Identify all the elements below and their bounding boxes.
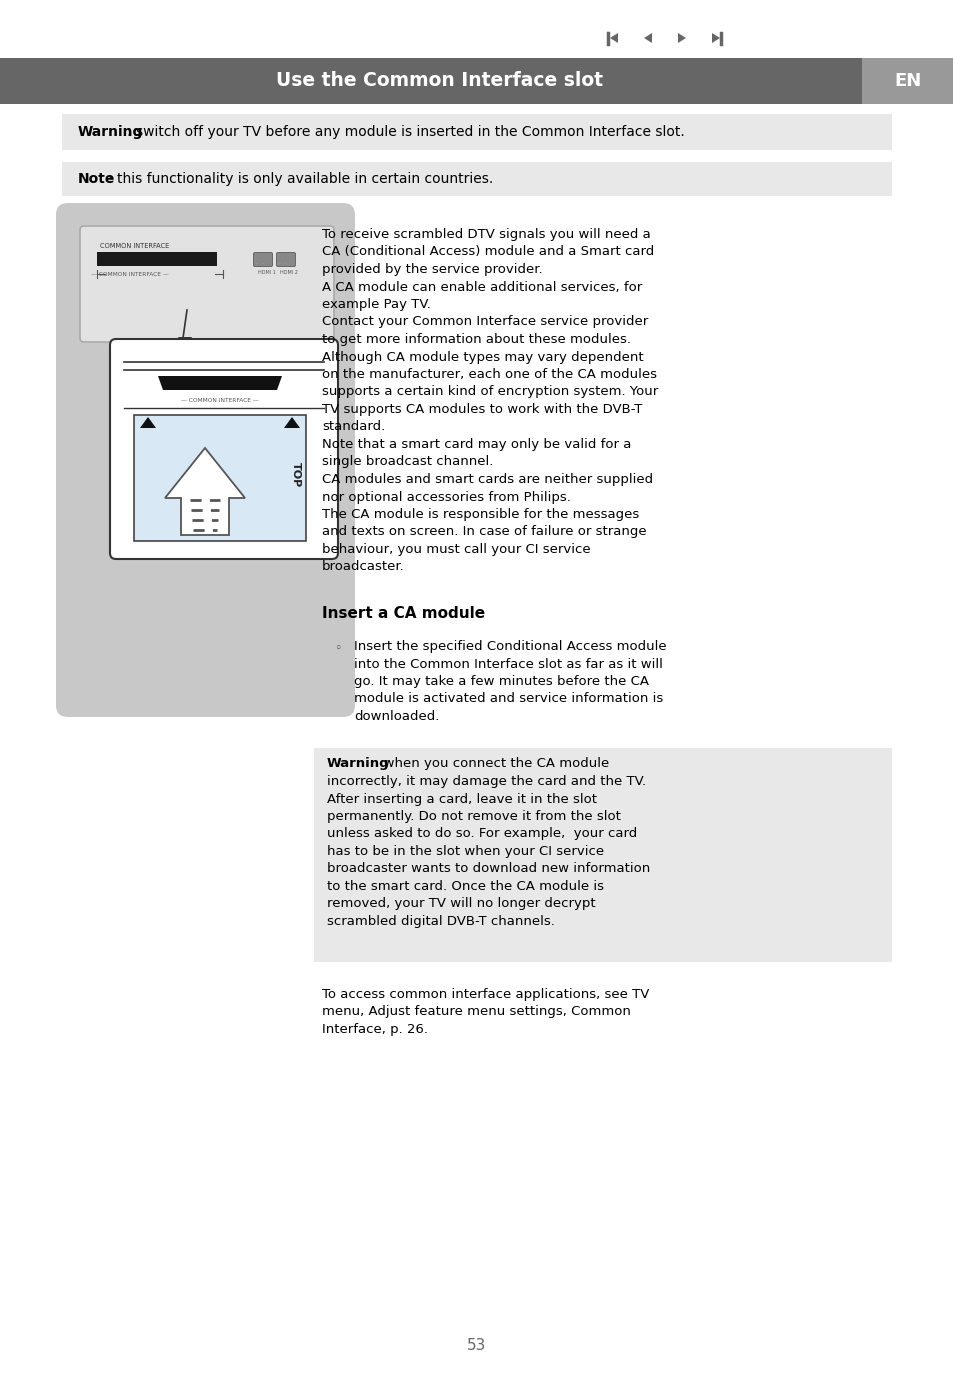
Text: into the Common Interface slot as far as it will: into the Common Interface slot as far as… xyxy=(354,657,662,671)
FancyBboxPatch shape xyxy=(253,252,273,266)
Text: on the manufacturer, each one of the CA modules: on the manufacturer, each one of the CA … xyxy=(322,368,657,380)
Text: TOP: TOP xyxy=(291,463,301,488)
Text: : when you connect the CA module: : when you connect the CA module xyxy=(375,758,609,770)
Polygon shape xyxy=(678,33,685,43)
Text: TV supports CA modules to work with the DVB-T: TV supports CA modules to work with the … xyxy=(322,402,641,416)
FancyBboxPatch shape xyxy=(314,747,891,962)
Text: supports a certain kind of encryption system. Your: supports a certain kind of encryption sy… xyxy=(322,386,658,398)
Polygon shape xyxy=(158,376,282,390)
Text: EN: EN xyxy=(893,72,921,90)
Text: — COMMON INTERFACE —: — COMMON INTERFACE — xyxy=(181,397,258,402)
Text: ◦: ◦ xyxy=(334,642,341,655)
Text: ⌐  ¬: ⌐ ¬ xyxy=(278,262,288,266)
Text: The CA module is responsible for the messages: The CA module is responsible for the mes… xyxy=(322,508,639,521)
Text: scrambled digital DVB-T channels.: scrambled digital DVB-T channels. xyxy=(327,915,555,927)
Polygon shape xyxy=(140,418,156,429)
FancyBboxPatch shape xyxy=(62,163,891,196)
Text: Interface, p. 26.: Interface, p. 26. xyxy=(322,1022,428,1036)
Text: COMMON INTERFACE: COMMON INTERFACE xyxy=(100,243,169,249)
Text: To access common interface applications, see TV: To access common interface applications,… xyxy=(322,988,649,1000)
Polygon shape xyxy=(711,33,720,43)
Text: has to be in the slot when your CI service: has to be in the slot when your CI servi… xyxy=(327,845,603,858)
Text: example Pay TV.: example Pay TV. xyxy=(322,298,431,311)
FancyBboxPatch shape xyxy=(97,252,216,266)
Text: Warning: Warning xyxy=(78,125,143,139)
FancyBboxPatch shape xyxy=(56,203,355,717)
FancyBboxPatch shape xyxy=(80,226,334,342)
Text: HDMI 2: HDMI 2 xyxy=(280,270,297,276)
Text: CA (Conditional Access) module and a Smart card: CA (Conditional Access) module and a Sma… xyxy=(322,245,654,259)
Text: ⌐  ¬: ⌐ ¬ xyxy=(255,262,265,266)
Polygon shape xyxy=(609,33,618,43)
Polygon shape xyxy=(178,338,192,350)
Text: incorrectly, it may damage the card and the TV.: incorrectly, it may damage the card and … xyxy=(327,774,645,788)
FancyBboxPatch shape xyxy=(133,415,306,542)
Text: standard.: standard. xyxy=(322,420,385,434)
Text: : this functionality is only available in certain countries.: : this functionality is only available i… xyxy=(108,172,493,186)
Text: unless asked to do so. For example,  your card: unless asked to do so. For example, your… xyxy=(327,828,637,841)
Text: and texts on screen. In case of failure or strange: and texts on screen. In case of failure … xyxy=(322,525,646,539)
FancyBboxPatch shape xyxy=(110,339,337,559)
Text: broadcaster.: broadcaster. xyxy=(322,561,404,573)
FancyBboxPatch shape xyxy=(62,114,891,150)
Text: Use the Common Interface slot: Use the Common Interface slot xyxy=(276,72,603,91)
Text: Although CA module types may vary dependent: Although CA module types may vary depend… xyxy=(322,350,643,364)
FancyBboxPatch shape xyxy=(0,58,953,103)
Text: Contact your Common Interface service provider: Contact your Common Interface service pr… xyxy=(322,316,648,328)
Text: behaviour, you must call your CI service: behaviour, you must call your CI service xyxy=(322,543,590,555)
Text: HDMI 1: HDMI 1 xyxy=(257,270,275,276)
Polygon shape xyxy=(284,418,299,429)
Text: provided by the service provider.: provided by the service provider. xyxy=(322,263,542,276)
Text: Warning: Warning xyxy=(327,758,389,770)
FancyBboxPatch shape xyxy=(276,252,295,266)
Polygon shape xyxy=(165,448,245,535)
Text: menu, Adjust feature menu settings, Common: menu, Adjust feature menu settings, Comm… xyxy=(322,1006,630,1018)
Text: — COMMON INTERFACE —: — COMMON INTERFACE — xyxy=(91,271,169,277)
Text: : switch off your TV before any module is inserted in the Common Interface slot.: : switch off your TV before any module i… xyxy=(127,125,684,139)
FancyBboxPatch shape xyxy=(862,58,953,103)
Text: go. It may take a few minutes before the CA: go. It may take a few minutes before the… xyxy=(354,675,648,688)
Text: broadcaster wants to download new information: broadcaster wants to download new inform… xyxy=(327,863,650,875)
Text: A CA module can enable additional services, for: A CA module can enable additional servic… xyxy=(322,281,641,294)
Text: CA modules and smart cards are neither supplied: CA modules and smart cards are neither s… xyxy=(322,473,653,486)
Text: After inserting a card, leave it in the slot: After inserting a card, leave it in the … xyxy=(327,792,597,806)
Text: permanently. Do not remove it from the slot: permanently. Do not remove it from the s… xyxy=(327,810,620,823)
Text: removed, your TV will no longer decrypt: removed, your TV will no longer decrypt xyxy=(327,897,595,911)
Text: single broadcast channel.: single broadcast channel. xyxy=(322,456,493,469)
Text: Insert a CA module: Insert a CA module xyxy=(322,606,485,621)
Text: downloaded.: downloaded. xyxy=(354,710,439,723)
Text: 53: 53 xyxy=(467,1338,486,1352)
Text: to the smart card. Once the CA module is: to the smart card. Once the CA module is xyxy=(327,881,603,893)
Text: Note that a smart card may only be valid for a: Note that a smart card may only be valid… xyxy=(322,438,631,451)
Text: module is activated and service information is: module is activated and service informat… xyxy=(354,693,662,706)
Text: nor optional accessories from Philips.: nor optional accessories from Philips. xyxy=(322,491,570,503)
Polygon shape xyxy=(643,33,651,43)
Text: Note: Note xyxy=(78,172,115,186)
Text: to get more information about these modules.: to get more information about these modu… xyxy=(322,333,630,346)
Text: Insert the specified Conditional Access module: Insert the specified Conditional Access … xyxy=(354,639,666,653)
Text: To receive scrambled DTV signals you will need a: To receive scrambled DTV signals you wil… xyxy=(322,227,650,241)
